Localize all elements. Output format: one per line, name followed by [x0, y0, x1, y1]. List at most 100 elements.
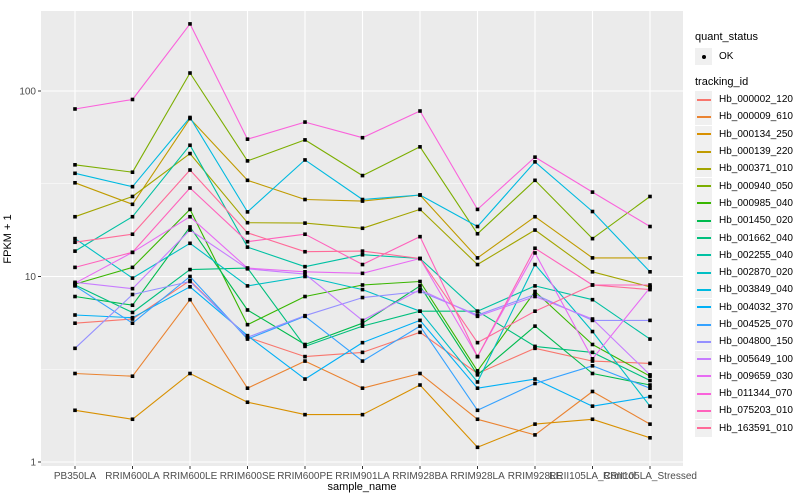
- data-point: [130, 170, 135, 174]
- data-point: [475, 224, 480, 229]
- legend-swatch: [695, 264, 712, 282]
- series-color-line-icon: [696, 409, 711, 412]
- data-point: [245, 159, 250, 163]
- data-point: [188, 143, 192, 148]
- data-point: [303, 344, 307, 349]
- data-point: [245, 210, 250, 214]
- data-point: [590, 404, 595, 408]
- y-tick-label: 1: [30, 458, 36, 469]
- data-point: [590, 236, 595, 241]
- legend-series-label: Hb_004525_070: [719, 319, 793, 330]
- data-point: [533, 344, 537, 349]
- data-point: [130, 276, 135, 280]
- legend-swatch: [695, 91, 712, 109]
- data-point: [533, 346, 537, 351]
- data-point: [245, 220, 250, 225]
- legend-series-label: Hb_009659_030: [719, 370, 793, 382]
- data-point: [418, 318, 422, 323]
- data-point: [73, 107, 77, 111]
- data-point: [360, 226, 365, 231]
- series-color-line-icon: [696, 98, 711, 101]
- data-point: [418, 324, 422, 328]
- data-point: [245, 335, 250, 340]
- data-point: [533, 433, 537, 437]
- data-point: [303, 232, 307, 237]
- legend-series-label: Hb_000940_050: [719, 180, 793, 192]
- data-point: [590, 357, 595, 361]
- series-color-line-icon: [696, 254, 711, 257]
- data-point: [130, 303, 135, 308]
- data-point: [648, 337, 652, 341]
- data-point: [188, 228, 192, 232]
- legend-series-label: Hb_002870_020: [719, 267, 793, 279]
- data-point: [648, 436, 652, 440]
- data-point: [475, 380, 480, 384]
- legend-series-label: Hb_002255_040: [719, 249, 793, 261]
- data-point: [533, 251, 537, 255]
- series-color-line-icon: [696, 375, 711, 378]
- data-point: [648, 361, 652, 366]
- data-point: [245, 239, 250, 244]
- legend-swatch: [695, 246, 712, 264]
- data-point: [590, 417, 595, 422]
- data-point: [360, 350, 365, 355]
- legend-series-label: Hb_000002_120: [719, 94, 793, 106]
- data-point: [360, 262, 365, 267]
- data-point: [590, 270, 595, 274]
- legend-series-label: Hb_011344_070: [719, 388, 793, 400]
- x-tick-label: RRIM928BA: [392, 471, 448, 482]
- series-color-line-icon: [696, 392, 711, 395]
- data-point: [188, 214, 192, 219]
- data-point: [418, 207, 422, 212]
- data-point: [418, 279, 422, 284]
- data-point: [648, 378, 652, 383]
- data-point: [130, 184, 135, 189]
- data-point: [303, 342, 307, 347]
- legend-swatch: [695, 125, 712, 143]
- legend-item: Hb_000134_250: [695, 125, 793, 143]
- data-point: [73, 371, 77, 376]
- data-point: [245, 322, 250, 327]
- legend-swatch: [695, 419, 712, 437]
- data-point: [418, 371, 422, 376]
- data-point: [475, 408, 480, 413]
- legend-swatch: [695, 160, 712, 178]
- legend-swatch: [695, 333, 712, 351]
- data-point: [648, 373, 652, 377]
- data-point: [130, 417, 135, 422]
- data-point: [418, 109, 422, 113]
- series-color-line-icon: [696, 167, 711, 170]
- legend-item: Hb_004032_370: [695, 298, 793, 316]
- data-point: [303, 197, 307, 202]
- legend-swatch: [695, 298, 712, 316]
- data-point: [590, 256, 595, 260]
- data-point: [533, 292, 537, 297]
- legend-item: Hb_002870_020: [695, 264, 793, 282]
- data-point: [418, 256, 422, 261]
- data-point: [533, 309, 537, 314]
- data-point: [303, 138, 307, 142]
- legend-swatch: [695, 350, 712, 368]
- series-color-line-icon: [696, 133, 711, 136]
- data-point: [188, 371, 192, 376]
- data-point: [73, 214, 77, 219]
- data-point: [648, 285, 652, 290]
- series-color-line-icon: [696, 340, 711, 343]
- data-point: [188, 115, 192, 120]
- x-tick-label: RRIM901LA: [335, 471, 390, 482]
- data-point: [360, 295, 365, 300]
- data-point: [73, 163, 77, 167]
- data-point: [303, 294, 307, 299]
- x-axis-title: sample_name: [327, 481, 397, 493]
- legend-quant-status-title: quant_status: [695, 31, 758, 43]
- data-point: [188, 267, 192, 272]
- data-point: [648, 256, 652, 260]
- data-point: [360, 173, 365, 178]
- x-tick-label: RRIM600PE: [277, 471, 333, 482]
- data-point: [245, 178, 250, 183]
- data-point: [73, 171, 77, 176]
- x-tick-label: PB350LA: [54, 471, 97, 482]
- legend-series-label: Hb_163591_010: [719, 422, 793, 434]
- data-point: [475, 354, 480, 359]
- series-color-line-icon: [696, 358, 711, 361]
